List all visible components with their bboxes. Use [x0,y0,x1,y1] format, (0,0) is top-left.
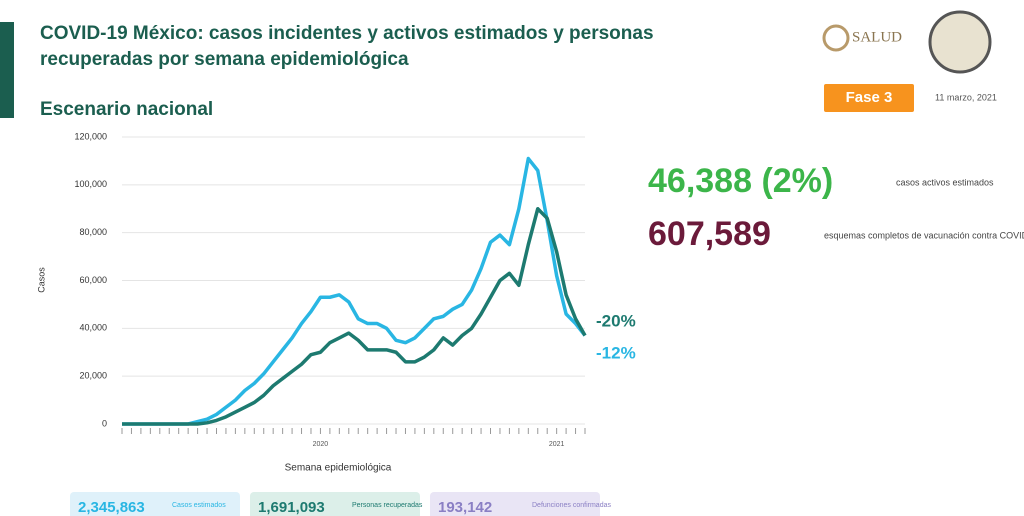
year-label: 2021 [549,441,565,448]
card-value: 193,142 [438,499,492,516]
logo-emblem [822,24,850,52]
card-value: 2,345,863 [78,499,145,516]
card [430,492,600,516]
y-tick-label: 0 [102,418,107,428]
y-tick-label: 60,000 [79,275,107,285]
annotation: -12% [596,343,636,362]
y-tick-label: 80,000 [79,227,107,237]
series-line [122,207,587,426]
y-tick-label: 100,000 [74,179,107,189]
series-line [122,156,587,426]
year-label: 2020 [313,441,329,448]
stat-label: esquemas completos de vacunación contra … [824,230,1024,240]
card-label: Personas recuperadas [352,502,423,509]
card [250,492,420,516]
card-label: Casos estimados [172,502,226,509]
y-axis-label: Casos [36,267,46,293]
x-axis-label: Semana epidemiológica [285,463,392,474]
logo-2021 [928,10,992,74]
annotation: -20% [596,311,636,330]
title: COVID-19 México: casos incidentes y acti… [40,23,654,44]
card-value: 1,691,093 [258,499,325,516]
subtitle: Escenario nacional [40,99,213,120]
phase-badge [824,84,914,112]
chart: 0 20,000 40,000 60,000 80,000 100,000 120,000 C… [36,131,635,473]
y-tick-label: 40,000 [79,323,107,333]
logo-text: SALUD [852,29,902,45]
card [70,492,240,516]
phase: Fase 3 [846,89,893,106]
card-label: Defunciones confirmadas [532,502,611,509]
y-tick-label: 120,000 [74,131,107,141]
stat-value: 46,388 (2%) [648,162,833,200]
date: 11 marzo, 2021 [935,92,997,102]
stat-label: casos activos estimados [896,177,994,187]
y-tick-label: 20,000 [79,371,107,381]
stat-value: 607,589 [648,215,771,253]
title: recuperadas por semana epidemiológica [40,49,409,70]
accent-bar [0,22,14,118]
